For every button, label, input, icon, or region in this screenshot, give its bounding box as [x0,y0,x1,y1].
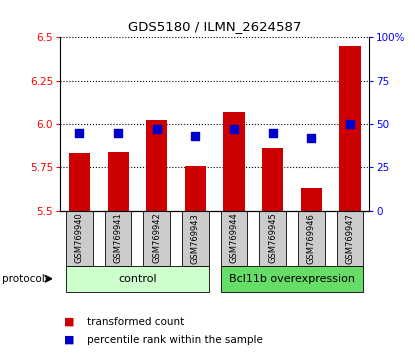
Bar [69,153,90,211]
Text: GSM769943: GSM769943 [191,213,200,263]
Point [192,133,199,139]
Text: GSM769941: GSM769941 [114,213,123,263]
Bar [301,188,322,211]
Text: GSM769946: GSM769946 [307,213,316,263]
Title: GDS5180 / ILMN_2624587: GDS5180 / ILMN_2624587 [128,20,301,33]
Bar [337,211,364,266]
Bar [66,266,209,292]
Text: transformed count: transformed count [87,317,184,327]
Bar [146,120,167,211]
Text: protocol: protocol [2,274,45,284]
Text: GSM769944: GSM769944 [229,213,239,263]
Bar [339,46,361,211]
Text: GSM769945: GSM769945 [268,213,277,263]
Bar [259,211,286,266]
Text: Bcl11b overexpression: Bcl11b overexpression [229,274,355,284]
Point [269,130,276,135]
Text: GSM769947: GSM769947 [346,213,354,263]
Point [347,121,353,127]
Bar [223,112,245,211]
Bar [107,152,129,211]
Text: GSM769940: GSM769940 [75,213,84,263]
Bar [262,148,283,211]
Point [115,130,122,135]
Bar [66,211,93,266]
Text: control: control [118,274,157,284]
Text: ■: ■ [64,335,75,345]
Bar [105,211,132,266]
Point [308,135,315,141]
Bar [182,211,209,266]
Bar [221,266,364,292]
Point [231,126,237,132]
Text: GSM769942: GSM769942 [152,213,161,263]
Bar [144,211,170,266]
Point [76,130,83,135]
Bar [221,211,247,266]
Bar [185,166,206,211]
Text: ■: ■ [64,317,75,327]
Bar [298,211,325,266]
Text: percentile rank within the sample: percentile rank within the sample [87,335,263,345]
Point [154,126,160,132]
